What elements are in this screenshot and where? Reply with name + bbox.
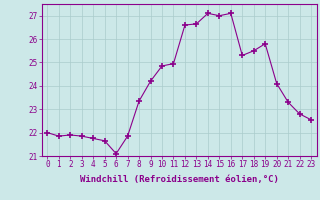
X-axis label: Windchill (Refroidissement éolien,°C): Windchill (Refroidissement éolien,°C) [80,175,279,184]
